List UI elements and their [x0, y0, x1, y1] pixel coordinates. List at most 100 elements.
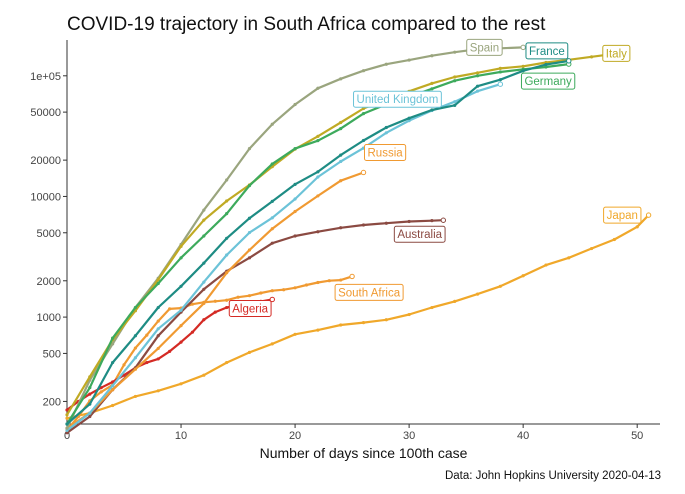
data-point: [339, 120, 343, 125]
data-point: [236, 295, 240, 299]
data-point: [111, 388, 115, 392]
label-text: Germany: [524, 76, 572, 88]
data-point: [521, 69, 525, 73]
data-point: [259, 291, 263, 295]
data-point: [145, 333, 149, 337]
data-point: [202, 280, 206, 284]
data-point: [247, 230, 252, 235]
series-south-africa: [65, 273, 355, 432]
data-point: [407, 116, 411, 120]
label-box: [364, 143, 407, 161]
label-text: Algeria: [232, 303, 268, 315]
data-point: [111, 380, 115, 384]
data-point: [65, 431, 69, 435]
label-italy: Italy: [602, 44, 631, 62]
label-germany: Germany: [520, 72, 576, 90]
label-text: Russia: [368, 147, 404, 159]
data-point: [65, 422, 69, 426]
data-point: [65, 428, 69, 433]
x-tick-label: 10: [175, 430, 187, 442]
data-point: [213, 299, 217, 303]
data-point: [453, 100, 457, 104]
data-point: [430, 305, 434, 310]
data-point: [202, 208, 206, 212]
y-tick-label: 2000: [37, 276, 61, 288]
data-point: [247, 350, 252, 354]
series-end-point: [566, 58, 572, 64]
data-point: [361, 321, 366, 325]
data-point: [475, 84, 480, 88]
data-point: [339, 77, 343, 81]
data-point: [270, 227, 274, 231]
label-box: [520, 72, 576, 90]
data-point: [88, 402, 92, 406]
data-point: [179, 324, 183, 328]
data-point: [361, 223, 366, 227]
data-point: [384, 221, 388, 225]
data-point: [407, 58, 411, 62]
x-tick-label: 30: [403, 430, 415, 442]
data-point: [225, 360, 229, 365]
series-line-italy: [66, 51, 626, 416]
data-point: [247, 248, 252, 252]
data-point: [475, 74, 480, 78]
series-france: [65, 58, 572, 426]
data-point: [202, 218, 206, 222]
data-point: [133, 334, 138, 338]
data-point: [65, 408, 69, 412]
data-point: [133, 394, 138, 399]
x-tick-label: 0: [64, 430, 70, 442]
label-united-kingdom: United Kingdom: [353, 90, 442, 108]
data-point: [475, 292, 480, 296]
x-tick-label: 40: [517, 430, 529, 442]
y-tick-label: 20000: [30, 155, 61, 167]
label-box: [603, 206, 642, 224]
data-point: [202, 318, 206, 322]
data-point: [225, 305, 229, 310]
y-tick-label: 1e+05: [30, 71, 61, 83]
data-point: [567, 256, 571, 260]
data-point: [133, 305, 138, 310]
label-text: France: [529, 46, 565, 58]
data-point: [88, 414, 92, 419]
data-point: [270, 122, 274, 126]
data-point: [202, 234, 206, 238]
data-point: [453, 79, 457, 83]
label-box: [334, 283, 404, 301]
data-point: [88, 375, 92, 379]
label-box: [353, 90, 442, 108]
data-point: [453, 103, 457, 107]
data-point: [88, 392, 92, 396]
data-point: [156, 327, 160, 331]
x-tick-label: 50: [631, 430, 643, 442]
data-point: [498, 284, 502, 288]
series-end-point: [645, 212, 652, 218]
data-point: [225, 271, 229, 275]
data-point: [407, 219, 411, 224]
data-point: [316, 175, 320, 179]
series-line-russia: [66, 171, 364, 430]
data-point: [156, 334, 160, 338]
data-point: [293, 197, 297, 201]
data-point: [65, 413, 69, 417]
series-end-point: [520, 44, 526, 51]
y-tick-label: 5000: [37, 228, 61, 240]
data-point: [156, 319, 160, 323]
data-point: [384, 318, 388, 322]
data-point: [88, 411, 92, 415]
data-point: [247, 184, 252, 188]
series-end-point: [349, 273, 355, 280]
data-point: [145, 360, 149, 365]
series-layer: [65, 44, 652, 435]
data-point: [179, 256, 183, 260]
data-point: [247, 256, 252, 260]
data-point: [430, 108, 434, 112]
series-line-germany: [66, 63, 569, 425]
data-point: [316, 194, 320, 198]
y-tick-label: 10000: [30, 191, 61, 203]
data-point: [498, 78, 502, 82]
label-south-africa: South Africa: [334, 283, 404, 301]
data-point: [544, 62, 548, 67]
data-point: [384, 131, 388, 135]
